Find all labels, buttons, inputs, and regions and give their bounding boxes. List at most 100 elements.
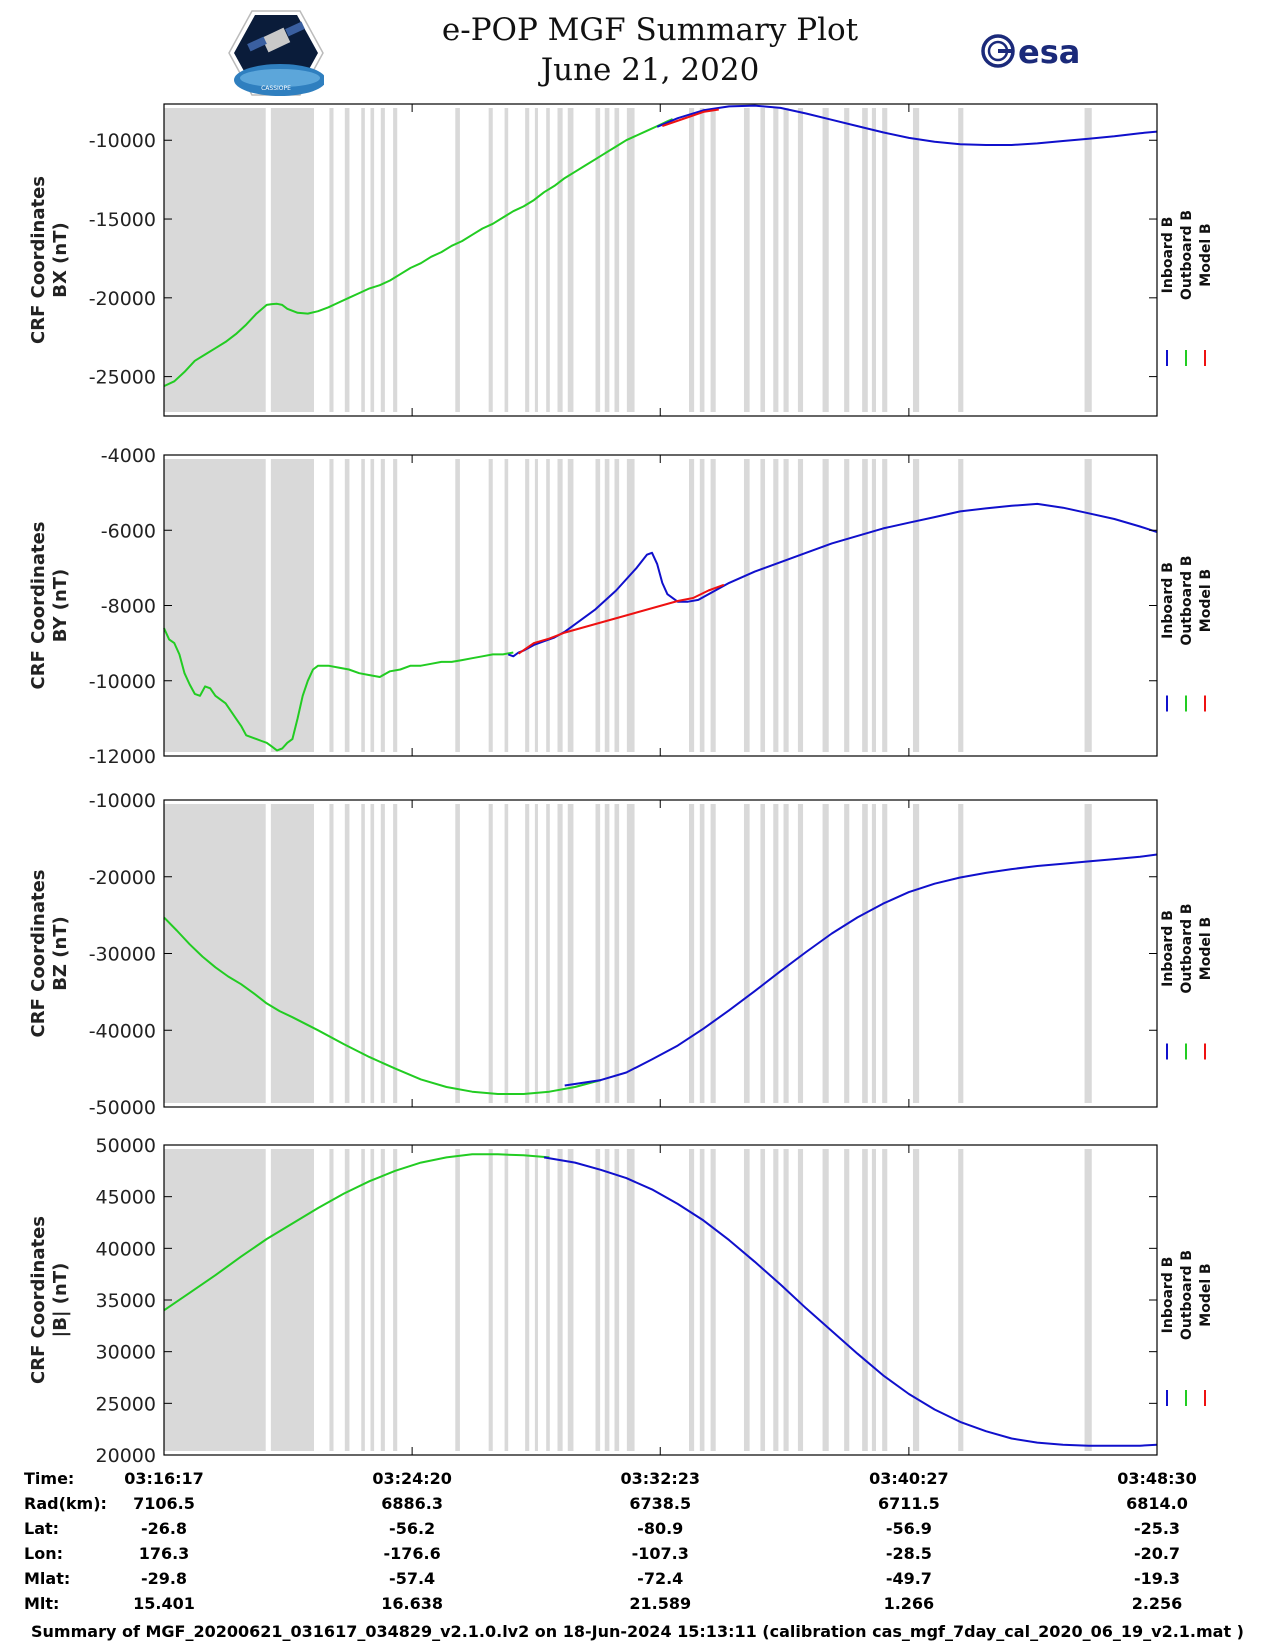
- gap-band: [882, 804, 888, 1103]
- time-axis-value: -176.6: [383, 1544, 440, 1563]
- gap-band: [380, 804, 385, 1103]
- gap-band: [344, 1149, 350, 1451]
- y-axis-label-line: BZ (nT): [50, 916, 71, 991]
- y-axis-label: CRF Coordinates BY (nT): [28, 522, 71, 690]
- gap-band: [699, 804, 705, 1103]
- plot-date: June 21, 2020: [540, 52, 760, 88]
- gap-band: [822, 1149, 829, 1451]
- series-inboard-b: [656, 104, 1158, 146]
- gap-band: [822, 804, 829, 1103]
- gap-band: [1084, 108, 1092, 412]
- y-tick-label: 35000: [96, 1290, 156, 1312]
- gap-band: [525, 1149, 530, 1451]
- gap-band: [862, 108, 868, 412]
- legend-label: Inboard B: [1160, 562, 1176, 639]
- legend-label: Inboard B: [1160, 910, 1176, 987]
- y-tick-label: -10000: [89, 130, 156, 152]
- gap-band: [614, 804, 620, 1103]
- gap-band: [504, 804, 509, 1103]
- time-axis-value: -25.3: [1134, 1519, 1180, 1538]
- time-axis-value: -49.7: [886, 1569, 932, 1588]
- gap-band: [567, 108, 574, 412]
- time-axis-value: 7106.5: [133, 1494, 195, 1513]
- gap-band: [797, 804, 804, 1103]
- gap-band: [361, 108, 365, 412]
- gap-band: [488, 804, 493, 1103]
- series-model-b: [517, 583, 725, 655]
- gap-band: [604, 804, 610, 1103]
- gap-band: [546, 108, 550, 412]
- gap-band: [844, 459, 850, 752]
- gap-band: [689, 459, 695, 752]
- gap-band: [393, 108, 398, 412]
- gap-band: [488, 459, 493, 752]
- gap-band: [689, 1149, 695, 1451]
- gap-band: [689, 108, 695, 412]
- y-axis-label-line: BY (nT): [50, 569, 71, 643]
- y-tick-label: 45000: [96, 1187, 156, 1209]
- y-tick-label: -12000: [89, 746, 156, 768]
- gap-band: [1084, 804, 1092, 1103]
- gap-band: [743, 108, 750, 412]
- gap-band: [882, 108, 888, 412]
- gap-band: [614, 459, 620, 752]
- gap-band: [525, 108, 530, 412]
- gap-band: [380, 459, 385, 752]
- gap-band: [534, 1149, 538, 1451]
- gap-band: [699, 459, 705, 752]
- gap-band: [604, 1149, 610, 1451]
- gap-band: [164, 108, 266, 412]
- legend-label: Inboard B: [1160, 217, 1176, 294]
- time-axis-value: -29.8: [141, 1569, 187, 1588]
- gap-band: [270, 459, 315, 752]
- legend-label: Outboard B: [1179, 210, 1195, 300]
- gap-band: [689, 804, 695, 1103]
- gap-band: [760, 804, 766, 1103]
- gap-band: [862, 459, 868, 752]
- gap-band: [504, 1149, 509, 1451]
- gap-band: [546, 1149, 550, 1451]
- gap-band: [797, 108, 804, 412]
- gap-band: [604, 459, 610, 752]
- time-axis-row-label: Rad(km):: [24, 1494, 107, 1513]
- legend: Inboard B Outboard B Model B: [1160, 555, 1214, 712]
- y-tick-label: -30000: [89, 944, 156, 966]
- gap-band: [822, 108, 829, 412]
- gap-band: [567, 1149, 574, 1451]
- y-axis-label-line: CRF Coordinates: [28, 522, 49, 690]
- series-outboard-b: [163, 118, 674, 388]
- gap-band: [455, 459, 460, 752]
- gap-band: [370, 459, 375, 752]
- time-axis-value: 6738.5: [629, 1494, 691, 1513]
- y-axis-label-line: CRF Coordinates: [28, 870, 49, 1038]
- gap-band: [797, 459, 804, 752]
- gap-band: [882, 459, 888, 752]
- time-axis-row-label: Lat:: [24, 1519, 59, 1538]
- gap-band: [455, 804, 460, 1103]
- gap-band: [783, 108, 789, 412]
- gap-band: [614, 108, 620, 412]
- gap-band: [393, 459, 398, 752]
- series-inboard-b: [564, 853, 1158, 1087]
- gap-band: [912, 459, 920, 752]
- legend-label: Model B: [1198, 917, 1214, 980]
- time-axis-value: 6814.0: [1126, 1494, 1188, 1513]
- svg-text:esa: esa: [1018, 33, 1080, 71]
- gap-band: [370, 108, 375, 412]
- gap-band: [380, 1149, 385, 1451]
- gap-band: [760, 1149, 766, 1451]
- gap-band: [783, 459, 789, 752]
- gap-band: [393, 1149, 398, 1451]
- legend: Inboard B Outboard B Model B: [1160, 1250, 1214, 1406]
- gap-band: [710, 459, 716, 752]
- y-tick-label: 40000: [96, 1238, 156, 1260]
- gap-band: [567, 459, 574, 752]
- y-axis-label-line: BX (nT): [50, 222, 71, 297]
- time-axis-value: -28.5: [886, 1544, 932, 1563]
- gap-band: [595, 459, 601, 752]
- y-axis-label-line: CRF Coordinates: [28, 176, 49, 344]
- y-tick-label: 50000: [96, 1135, 156, 1157]
- y-tick-label: -20000: [89, 288, 156, 310]
- legend-label: Model B: [1198, 1263, 1214, 1326]
- time-axis-value: -20.7: [1134, 1544, 1180, 1563]
